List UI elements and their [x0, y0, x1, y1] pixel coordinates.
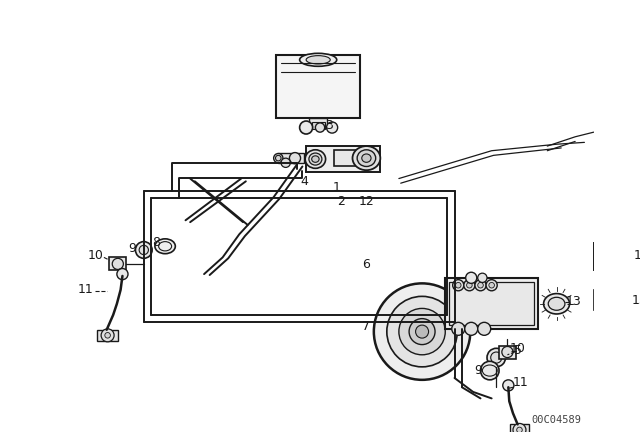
Ellipse shape	[306, 56, 330, 64]
Bar	[449, 281, 534, 325]
Circle shape	[619, 254, 624, 259]
Text: 11: 11	[77, 284, 93, 297]
Circle shape	[409, 319, 435, 345]
Bar	[597, 293, 620, 306]
Text: 7: 7	[362, 320, 371, 333]
Text: 10: 10	[88, 249, 104, 262]
Circle shape	[452, 322, 465, 335]
Circle shape	[477, 273, 487, 282]
Circle shape	[477, 282, 483, 288]
Bar	[278, 154, 304, 163]
Text: 14: 14	[634, 249, 640, 262]
Text: 11: 11	[513, 376, 528, 389]
Bar	[312, 122, 324, 129]
Circle shape	[136, 241, 152, 258]
Circle shape	[387, 297, 458, 367]
Bar	[594, 290, 623, 310]
Circle shape	[464, 280, 475, 291]
Bar	[109, 258, 126, 271]
Bar	[445, 278, 538, 329]
Text: 15: 15	[632, 293, 640, 306]
Circle shape	[399, 308, 445, 355]
Circle shape	[117, 268, 128, 280]
Circle shape	[475, 280, 486, 291]
Circle shape	[326, 122, 338, 133]
Bar	[97, 330, 118, 341]
Ellipse shape	[309, 153, 322, 165]
Ellipse shape	[300, 53, 337, 66]
Circle shape	[616, 251, 627, 262]
Ellipse shape	[362, 154, 371, 162]
Circle shape	[289, 153, 301, 164]
Text: 3: 3	[325, 119, 333, 132]
Ellipse shape	[275, 155, 281, 161]
Circle shape	[481, 361, 499, 380]
Bar	[597, 246, 629, 267]
Circle shape	[597, 251, 609, 262]
Ellipse shape	[305, 150, 326, 168]
Text: 6: 6	[362, 258, 371, 271]
Circle shape	[316, 123, 324, 132]
Circle shape	[609, 254, 615, 259]
Circle shape	[516, 427, 522, 433]
Ellipse shape	[353, 146, 380, 170]
Circle shape	[467, 282, 472, 288]
Text: 1: 1	[333, 181, 340, 194]
Circle shape	[603, 294, 614, 306]
Circle shape	[502, 346, 513, 358]
Ellipse shape	[312, 156, 319, 162]
Text: 2: 2	[337, 195, 346, 208]
Circle shape	[101, 329, 114, 342]
Text: 13: 13	[565, 295, 581, 308]
Circle shape	[452, 280, 464, 291]
Circle shape	[513, 423, 526, 436]
Circle shape	[139, 246, 148, 254]
Ellipse shape	[274, 154, 283, 163]
Text: 12: 12	[358, 195, 374, 208]
Circle shape	[486, 280, 497, 291]
Ellipse shape	[155, 239, 175, 254]
Bar	[306, 146, 380, 172]
Circle shape	[466, 272, 477, 284]
Circle shape	[491, 352, 502, 363]
Ellipse shape	[357, 150, 376, 167]
Circle shape	[489, 282, 495, 288]
Bar	[594, 242, 633, 271]
Bar	[334, 150, 369, 167]
Text: 9: 9	[475, 364, 483, 377]
Ellipse shape	[543, 293, 570, 314]
Circle shape	[503, 380, 514, 391]
Text: 10: 10	[509, 342, 525, 355]
Circle shape	[607, 251, 618, 262]
Circle shape	[105, 332, 110, 338]
Circle shape	[281, 158, 291, 168]
Bar	[499, 345, 516, 358]
Text: 5: 5	[514, 344, 522, 357]
Circle shape	[374, 284, 470, 380]
Ellipse shape	[548, 297, 565, 310]
Circle shape	[600, 254, 605, 259]
Circle shape	[465, 322, 477, 335]
Bar	[309, 118, 328, 128]
Circle shape	[112, 258, 124, 269]
Text: 8: 8	[152, 236, 160, 249]
Circle shape	[487, 348, 506, 367]
Text: 00C04589: 00C04589	[532, 415, 582, 425]
Text: 4: 4	[300, 175, 308, 188]
Circle shape	[300, 121, 312, 134]
Bar	[276, 55, 360, 118]
Circle shape	[415, 325, 429, 338]
Bar	[510, 424, 529, 435]
Circle shape	[477, 322, 491, 335]
Circle shape	[456, 282, 461, 288]
Text: 9: 9	[129, 241, 136, 254]
